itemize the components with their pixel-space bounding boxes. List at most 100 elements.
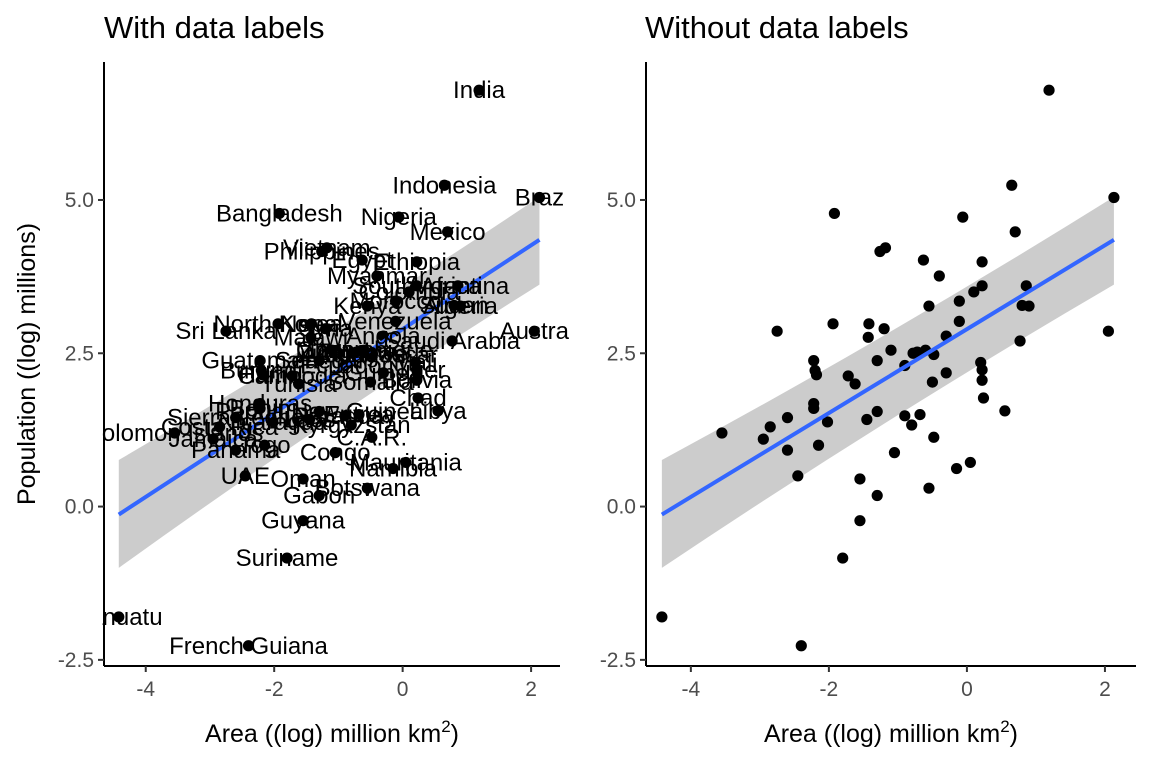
point-label: Vietnam <box>283 235 371 262</box>
data-point <box>364 376 377 388</box>
data-point <box>305 331 317 343</box>
data-point <box>297 473 309 485</box>
data-point <box>411 280 423 292</box>
data-point <box>313 489 325 502</box>
point-label: Somalia <box>327 369 414 396</box>
y-tick-label: 2.5 <box>65 342 94 365</box>
y-axis-title: Population ((log) millions) <box>13 223 41 505</box>
point-label: Botswana <box>315 475 421 502</box>
point-label: Solomon Islands <box>86 420 263 447</box>
point-label: Ghana <box>296 337 369 364</box>
data-point <box>968 286 980 298</box>
point-label: Guinea <box>345 360 423 387</box>
data-point <box>239 470 251 482</box>
point-label: Eritrea <box>324 402 395 429</box>
point-label: Nepal <box>280 311 343 338</box>
data-point <box>923 482 935 494</box>
data-point <box>957 211 969 223</box>
data-point <box>999 405 1011 417</box>
y-tick-label: -2.5 <box>58 649 94 672</box>
point-label: Congo <box>300 440 371 467</box>
data-point <box>849 378 861 390</box>
data-point <box>207 433 219 445</box>
point-label: Laos <box>283 406 335 433</box>
data-point <box>792 470 804 482</box>
y-tick-label: 5.0 <box>65 189 94 212</box>
point-label: Honduras <box>208 391 312 418</box>
x-tick-label: 2 <box>525 678 537 701</box>
data-point <box>356 254 368 266</box>
point-label: Austra <box>500 318 570 345</box>
data-point <box>293 378 305 390</box>
point-label: Bolivia <box>381 367 452 394</box>
data-point <box>1043 84 1055 96</box>
point-label: Kenya <box>333 293 402 320</box>
point-label: Argentina <box>407 273 510 300</box>
data-point <box>871 355 883 367</box>
data-point <box>874 245 886 258</box>
x-tick-label: -4 <box>682 678 701 701</box>
data-point <box>361 482 373 494</box>
data-point <box>346 347 359 359</box>
data-point <box>917 254 930 266</box>
data-point <box>400 456 412 469</box>
chart-panel-1: With data labels India Indonesia Braz Bangla… <box>0 10 570 748</box>
data-point <box>976 374 988 386</box>
point-label: Benin <box>229 395 290 422</box>
data-point <box>914 408 926 421</box>
point-label: Morocco <box>350 288 442 315</box>
data-point <box>377 367 389 379</box>
data-point <box>254 355 266 367</box>
point-label: Costa Rica <box>161 414 279 441</box>
point-label: Namibia <box>349 456 438 483</box>
data-point <box>113 611 125 623</box>
point-label: Papua New Guinea <box>215 399 424 426</box>
y-tick-label: 2.5 <box>607 342 636 365</box>
point-label: Sierra Leone <box>167 405 304 432</box>
data-point <box>403 286 415 298</box>
point-label: Mozambique <box>295 337 432 364</box>
data-point <box>316 245 328 258</box>
point-label: Nicaragua <box>218 409 328 436</box>
point-label: Oman <box>270 466 335 493</box>
data-point <box>273 207 285 220</box>
data-point <box>230 412 242 424</box>
data-point <box>885 344 897 356</box>
data-point <box>863 318 875 330</box>
point-label: C.A.R. <box>336 424 407 451</box>
data-point <box>254 402 266 415</box>
data-point <box>214 421 226 433</box>
point-label: Burundi <box>220 357 303 384</box>
data-point <box>899 410 911 422</box>
data-point <box>438 179 450 191</box>
data-point <box>432 405 444 417</box>
data-point <box>353 408 365 421</box>
chart-title: Without data labels <box>645 10 909 45</box>
x-axis-title: Area ((log) million km2) <box>764 717 1018 748</box>
data-point <box>888 447 901 459</box>
point-label: Egypt <box>331 247 393 274</box>
point-label: Angola <box>346 323 421 350</box>
data-point <box>716 427 728 439</box>
point-label: UAE <box>221 463 270 490</box>
y-tick-label: 0.0 <box>65 496 94 519</box>
x-tick-label: 0 <box>397 678 409 701</box>
data-point <box>313 405 325 418</box>
data-point <box>1108 191 1120 204</box>
data-point <box>452 280 464 292</box>
data-point <box>411 374 423 386</box>
point-label: Mauritania <box>350 449 463 476</box>
x-tick-label: -2 <box>265 678 284 701</box>
data-point <box>861 413 873 426</box>
data-point <box>267 416 279 428</box>
data-point <box>757 433 769 445</box>
data-point <box>387 462 399 475</box>
data-point <box>940 367 952 379</box>
point-label: Jamaica <box>168 426 258 453</box>
data-point <box>230 444 242 456</box>
data-point <box>446 335 458 347</box>
data-point <box>1014 335 1026 347</box>
point-label: Algeria <box>423 293 498 320</box>
data-point <box>272 318 284 330</box>
